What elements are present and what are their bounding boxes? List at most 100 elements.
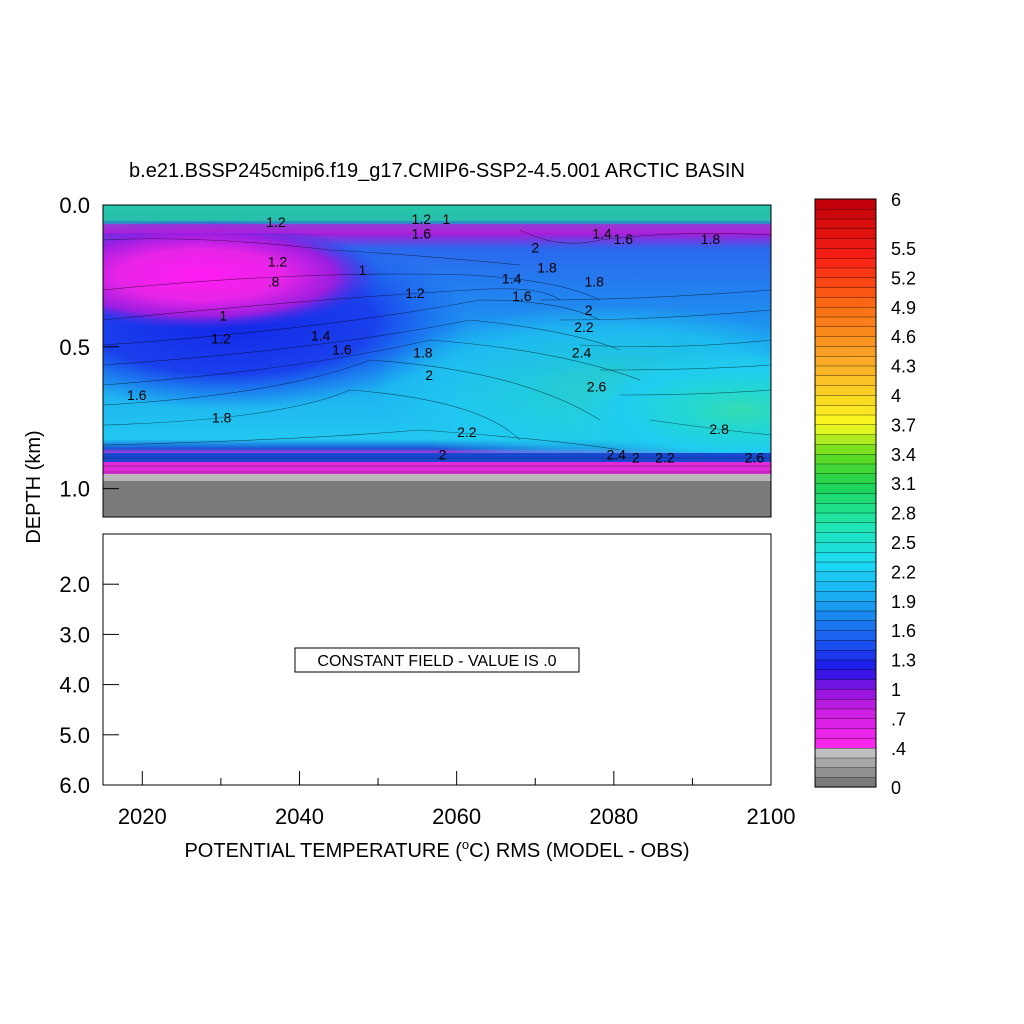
upper-panel: 1.2 1.2 11.6 1.4 1.6 1.821.2 1.81.8 1.4 1.81.2 1.…	[59, 193, 772, 518]
colorbar-swatch	[814, 267, 877, 278]
colorbar-label: 2.5	[891, 533, 916, 553]
colorbar-swatch	[814, 345, 877, 357]
colorbar-frame	[814, 198, 877, 788]
colorbar-swatch	[814, 600, 877, 612]
colorbar-swatch	[814, 326, 877, 337]
y-tick-label: 5.0	[59, 723, 90, 748]
colorbar-label: 3.1	[891, 474, 916, 494]
colorbar-swatch	[814, 492, 877, 504]
colorbar-swatch	[814, 718, 877, 729]
y-tick-label: 4.0	[59, 673, 90, 698]
colorbar-swatch	[814, 434, 877, 445]
contour-label: 1.8	[701, 231, 721, 247]
contour-label: 2	[439, 447, 447, 463]
x-axis-label-text: POTENTIAL TEMPERATURE (	[184, 840, 462, 862]
contour-label: 2.2	[574, 319, 594, 335]
upper-plot-frame	[102, 204, 772, 518]
contour-lines	[103, 229, 771, 473]
colorbar-label: 1.6	[891, 621, 916, 641]
colorbar-swatch	[814, 277, 877, 288]
x-axis-label-unit: o	[462, 837, 469, 852]
colorbar-swatch	[814, 649, 877, 661]
colorbar-swatch	[814, 502, 877, 514]
bottom-blue-strip	[103, 453, 771, 462]
contour-label: 1	[443, 211, 451, 227]
lower-panel: 2.0 3.0 4.0 5.0 6.0 CONSTANT FIELD - VALUE I…	[59, 533, 772, 798]
contour-label: 2	[425, 367, 433, 383]
colorbar-swatch	[814, 198, 877, 210]
colorbar-swatch	[814, 228, 877, 239]
colorbar-swatch	[814, 639, 877, 651]
contour-label: 1.8	[212, 410, 232, 426]
colorbar-swatch	[814, 659, 877, 670]
contour-label: 2.4	[606, 447, 626, 463]
colorbar-swatch	[814, 365, 877, 376]
chart-title: b.e21.BSSP245cmip6.f19_g17.CMIP6-SSP2-4.…	[129, 160, 745, 182]
contour-label: 2	[531, 240, 539, 256]
colorbar-swatch	[814, 669, 877, 680]
contour-label-layer: 1.2 1.2 11.6 1.4 1.6 1.821.2 1.81.8 1.4 1.81.2 1.…	[127, 211, 764, 465]
colorbar-swatch	[814, 561, 877, 572]
colorbar-swatch	[814, 541, 877, 553]
y-tick-label: 2.0	[59, 572, 90, 597]
x-tick-label: 2040	[275, 804, 324, 829]
colorbar-swatch	[814, 306, 877, 318]
colorbar-swatch	[814, 287, 877, 298]
colorbar-label: .4	[891, 739, 906, 759]
land-mask	[103, 481, 771, 517]
colorbar-swatch	[814, 747, 877, 759]
colorbar-swatch	[814, 483, 877, 494]
x-tick-label: 2080	[589, 804, 638, 829]
contour-label: 1.2	[266, 214, 286, 230]
contour-label: 1.4	[592, 225, 612, 241]
colorbar-label: .7	[891, 709, 906, 729]
contour-label: 1.6	[332, 342, 352, 358]
colorbar-swatch	[814, 698, 877, 710]
colorbar-swatch	[814, 551, 877, 563]
colorbar-swatch	[814, 443, 877, 455]
contour-label: 1.6	[127, 387, 147, 403]
colorbar-swatch	[814, 238, 877, 249]
colorbar-label: 3.7	[891, 415, 916, 435]
lower-y-ticks: 2.0 3.0 4.0 5.0 6.0	[59, 572, 119, 798]
surface-layer	[103, 205, 771, 221]
x-tick-label: 2020	[118, 804, 167, 829]
contour-label: 2.6	[745, 449, 765, 465]
colorbar-label: 4.3	[891, 357, 916, 377]
bottom-magenta-strip	[103, 462, 771, 474]
colorbar-label: 2.2	[891, 562, 916, 582]
contour-label: 2.4	[572, 344, 592, 360]
colorbar-swatch	[814, 610, 877, 621]
contour-label: 1.2	[211, 330, 231, 346]
contour-label: 1.2	[268, 254, 288, 270]
colorbar-swatch	[814, 512, 877, 523]
colorbar-label: 2.8	[891, 504, 916, 524]
upper-field	[103, 205, 771, 517]
colorbar-swatch	[814, 708, 877, 719]
surface-cold-strip	[103, 224, 771, 233]
colorbar-labels: 6 5.5 5.2 4.9 4.6 4.3 4 3.7 3.4 3.1 2.8 2.5 2.2 1.9 1.…	[891, 190, 916, 798]
x-tick-label: 2060	[432, 804, 481, 829]
colorbar-swatch	[814, 208, 877, 220]
contour-label: 1.8	[584, 274, 604, 290]
contour-label: 1.4	[502, 271, 522, 287]
contour-label: 1.2	[412, 211, 432, 227]
contour-label: 1.6	[614, 231, 634, 247]
colorbar-swatch	[814, 737, 877, 749]
y-tick-label: 0.0	[59, 193, 90, 218]
colorbar-swatch	[814, 247, 877, 259]
colorbar-label: 6	[891, 190, 901, 210]
constant-field-box	[294, 647, 580, 673]
colorbar-label: 1.3	[891, 651, 916, 671]
colorbar-swatch	[814, 590, 877, 602]
y-axis-label: DEPTH (km)	[23, 430, 45, 543]
colorbar-swatches	[814, 198, 877, 788]
colorbar-label: 1.9	[891, 592, 916, 612]
contour-label: 2	[632, 449, 640, 465]
contour-label: 1.4	[311, 327, 331, 343]
colorbar-swatch	[814, 218, 877, 229]
colorbar-swatch	[814, 414, 877, 425]
colorbar-label: 5.5	[891, 239, 916, 259]
x-axis-label: POTENTIAL TEMPERATURE (oC) RMS (MODEL - …	[184, 837, 689, 862]
colorbar-swatch	[814, 581, 877, 592]
